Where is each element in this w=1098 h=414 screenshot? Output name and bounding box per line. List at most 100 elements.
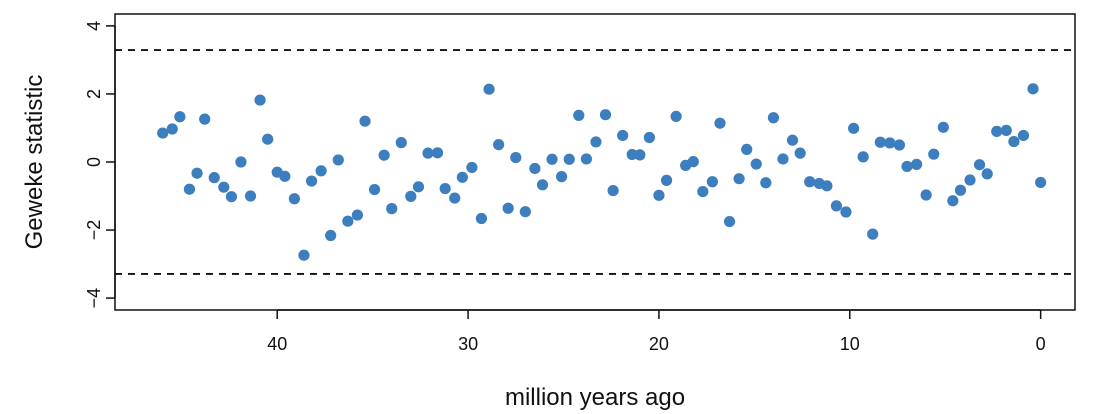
data-point	[449, 192, 461, 204]
data-point	[840, 206, 852, 218]
x-tick-label: 10	[840, 334, 860, 354]
data-point	[573, 109, 585, 121]
data-point	[332, 154, 344, 166]
data-point	[166, 123, 178, 135]
y-tick-label: 2	[84, 89, 104, 99]
data-point	[874, 136, 886, 148]
data-point	[244, 190, 257, 202]
data-point	[405, 190, 417, 202]
data-point	[208, 172, 220, 184]
data-point	[786, 134, 799, 146]
y-axis: −4 −2 0 2 4	[84, 21, 116, 308]
data-point	[563, 153, 575, 165]
data-point	[750, 158, 762, 170]
data-point	[191, 167, 203, 179]
x-tick-label: 40	[267, 334, 287, 354]
data-point	[830, 200, 843, 212]
data-point	[723, 215, 736, 228]
data-point	[493, 139, 505, 151]
data-point	[954, 184, 967, 196]
data-point	[325, 229, 337, 242]
data-point	[857, 151, 869, 163]
data-point	[580, 153, 593, 165]
data-point	[235, 156, 247, 168]
x-axis-label: million years ago	[505, 384, 685, 411]
data-point	[279, 170, 291, 182]
data-point	[431, 147, 444, 159]
data-point	[893, 139, 906, 151]
data-point	[706, 176, 718, 188]
data-point	[218, 181, 230, 193]
x-tick-label: 30	[458, 334, 478, 354]
data-point	[502, 202, 514, 214]
data-point	[556, 171, 568, 183]
data-point	[305, 175, 318, 187]
data-point	[910, 158, 923, 170]
data-point	[1027, 83, 1039, 95]
data-point	[937, 121, 949, 133]
data-point	[466, 161, 478, 174]
data-point	[412, 181, 425, 193]
y-tick-label: 4	[84, 21, 104, 31]
reference-lines	[115, 49, 1075, 275]
data-point	[378, 149, 390, 161]
data-point	[1017, 129, 1030, 142]
data-point	[546, 153, 558, 165]
data-point	[1008, 135, 1020, 148]
data-point	[183, 183, 196, 195]
data-point	[395, 137, 407, 149]
data-point	[199, 113, 211, 125]
data-point	[777, 153, 789, 165]
data-point	[1035, 176, 1047, 189]
data-points	[157, 83, 1047, 261]
y-tick-label: −2	[84, 220, 104, 241]
data-point	[439, 182, 451, 195]
data-point	[262, 133, 274, 145]
data-point	[1000, 124, 1012, 136]
plot-frame	[114, 13, 1076, 311]
y-tick-label: 0	[84, 157, 104, 167]
data-point	[368, 183, 381, 196]
data-point	[590, 136, 602, 148]
data-point	[483, 83, 495, 95]
data-point	[991, 125, 1003, 137]
data-point	[422, 147, 434, 159]
x-axis: 40 30 20 10 0	[267, 309, 1046, 354]
data-point	[342, 215, 354, 227]
data-point	[536, 179, 549, 191]
data-point	[973, 159, 986, 171]
data-point	[660, 174, 673, 186]
data-point	[510, 151, 522, 164]
data-point	[456, 171, 468, 183]
data-point	[733, 173, 745, 185]
data-point	[519, 206, 531, 218]
data-point	[804, 176, 816, 188]
data-point	[670, 110, 682, 123]
data-point	[617, 129, 629, 142]
data-point	[157, 127, 169, 139]
data-point	[741, 143, 753, 156]
data-point	[386, 203, 398, 215]
y-axis-label: Geweke statistic	[21, 75, 48, 250]
data-point	[653, 189, 665, 201]
data-point	[351, 209, 363, 221]
data-point	[225, 191, 238, 203]
data-point	[794, 147, 806, 159]
data-point	[529, 162, 541, 175]
data-point	[981, 168, 993, 180]
data-point	[687, 156, 699, 168]
data-point	[964, 174, 976, 186]
data-point	[821, 180, 833, 192]
data-point	[599, 109, 612, 121]
data-point	[867, 228, 879, 240]
data-point	[884, 137, 896, 149]
data-point	[714, 117, 726, 129]
data-point	[947, 195, 959, 207]
data-point	[697, 186, 709, 198]
data-point	[920, 189, 932, 201]
data-point	[288, 193, 301, 205]
data-point	[298, 249, 310, 261]
x-tick-label: 20	[649, 334, 669, 354]
data-point	[848, 122, 860, 134]
